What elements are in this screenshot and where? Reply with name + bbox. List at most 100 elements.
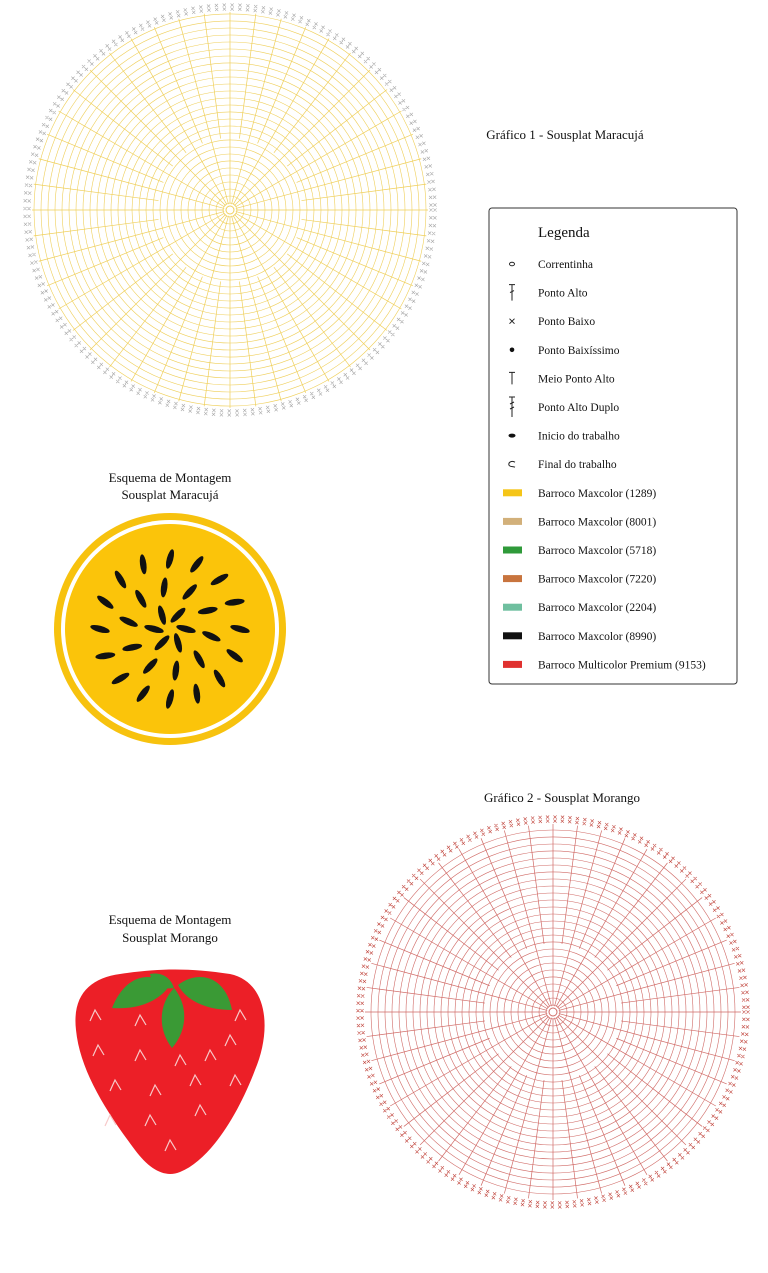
seed: [165, 549, 175, 569]
legend-title: Legenda: [538, 225, 590, 241]
leaf: [112, 976, 170, 1009]
legend-label: Final do trabalho: [538, 459, 617, 471]
crochet-chart-2: [356, 815, 750, 1209]
seed: [114, 570, 127, 589]
chart-center: [548, 1007, 558, 1017]
legend-label: Correntinha: [538, 259, 593, 271]
chart-title: Gráfico 2 - Sousplat Morango: [484, 790, 640, 805]
seed-mark: [109, 1078, 122, 1092]
legend-label: Inicio do trabalho: [538, 431, 620, 443]
seed: [226, 649, 243, 663]
leaf: [150, 973, 174, 989]
legend-swatch: [503, 489, 522, 497]
seed: [210, 573, 229, 586]
seed: [190, 556, 204, 573]
legend-label: Ponto Alto: [538, 288, 588, 300]
legend-label: Barroco Maxcolor (1289): [538, 488, 656, 500]
strawberry-seeds: [89, 1008, 247, 1152]
seed-mark: [164, 1138, 177, 1152]
seed: [143, 658, 158, 674]
seed-mark: [234, 1008, 247, 1022]
seed-mark: [224, 1033, 237, 1047]
legend-label: Ponto Alto Duplo: [538, 402, 619, 414]
legend-label: Ponto Baixo: [538, 316, 595, 328]
seed: [176, 624, 196, 634]
seed: [95, 652, 116, 660]
legend-label: Barroco Maxcolor (8001): [538, 516, 656, 528]
seed: [154, 635, 170, 651]
legend-label: Barroco Maxcolor (8990): [538, 631, 656, 643]
seed: [182, 584, 197, 600]
legend-swatch: [503, 517, 522, 525]
seed-mark: [229, 1073, 242, 1087]
chart-stitches: [32, 12, 428, 408]
seed: [135, 589, 147, 608]
seed: [139, 554, 147, 575]
seed: [197, 606, 218, 615]
seed-mark: [134, 1048, 147, 1062]
legend-label: Ponto Baixíssimo: [538, 345, 620, 357]
legend-swatch: [503, 660, 522, 668]
legend-label: Barroco Maxcolor (5718): [538, 545, 656, 557]
legend-swatch: [503, 575, 522, 583]
assembly-subtitle: Sousplat Maracujá: [121, 487, 218, 502]
legend-symbol: [509, 396, 515, 417]
assembly-title: Esquema de Montagem: [109, 470, 232, 485]
legend-label: Barroco Multicolor Premium (9153): [538, 659, 706, 671]
legend-swatch: [503, 546, 522, 554]
seed: [224, 598, 245, 606]
seed: [173, 633, 183, 653]
legend-symbol: [509, 371, 515, 385]
crochet-chart-1: [23, 3, 437, 417]
seed: [144, 624, 164, 634]
seed: [213, 669, 226, 688]
seed: [119, 616, 138, 627]
seed-mark: [104, 1113, 117, 1127]
legend-symbol: [509, 284, 515, 301]
leaf: [178, 977, 232, 1010]
assembly-title: Esquema de Montagem: [109, 912, 232, 927]
seed: [136, 685, 150, 702]
seed: [160, 577, 168, 598]
seed: [172, 660, 180, 681]
seed: [202, 631, 221, 642]
seed: [193, 650, 205, 669]
seed-mark: [189, 1073, 202, 1087]
seed-mark: [204, 1048, 217, 1062]
seed: [170, 607, 186, 623]
seed-mark: [134, 1013, 147, 1027]
legend-label: Meio Ponto Alto: [538, 373, 615, 385]
seed: [157, 605, 167, 625]
seed: [97, 595, 114, 609]
strawberry: [75, 969, 265, 1174]
legend-swatch: [503, 632, 522, 640]
seed-mark: [89, 1008, 102, 1022]
chart-center: [225, 205, 235, 215]
assembly-subtitle: Sousplat Morango: [122, 930, 218, 945]
seed-mark: [92, 1043, 105, 1057]
legend-label: Barroco Maxcolor (7220): [538, 574, 656, 586]
chart-edge: [23, 3, 437, 417]
seeds: [90, 549, 250, 709]
seed-mark: [174, 1053, 187, 1067]
seed-mark: [144, 1113, 157, 1127]
legend-symbol: [509, 261, 515, 267]
legend-symbol: [508, 433, 516, 438]
leaf: [161, 988, 185, 1048]
legend-box: [488, 207, 738, 685]
legend-symbol: [508, 460, 516, 468]
chart-stitches: [365, 824, 741, 1200]
seed: [122, 643, 143, 652]
legend-items: Correntinha Ponto Alto Ponto Baixo Ponto Ba…: [503, 259, 706, 671]
seed: [111, 672, 130, 685]
legend-label: Barroco Maxcolor (2204): [538, 602, 656, 614]
chart-edge: [356, 815, 750, 1209]
seed: [230, 624, 250, 634]
strawberry-body: [75, 969, 265, 1174]
seed-mark: [194, 1103, 207, 1117]
legend-symbol: [509, 318, 515, 325]
chart-title: Gráfico 1 - Sousplat Maracujá: [486, 127, 644, 142]
legend-symbol: [509, 347, 515, 353]
seed: [90, 624, 110, 634]
